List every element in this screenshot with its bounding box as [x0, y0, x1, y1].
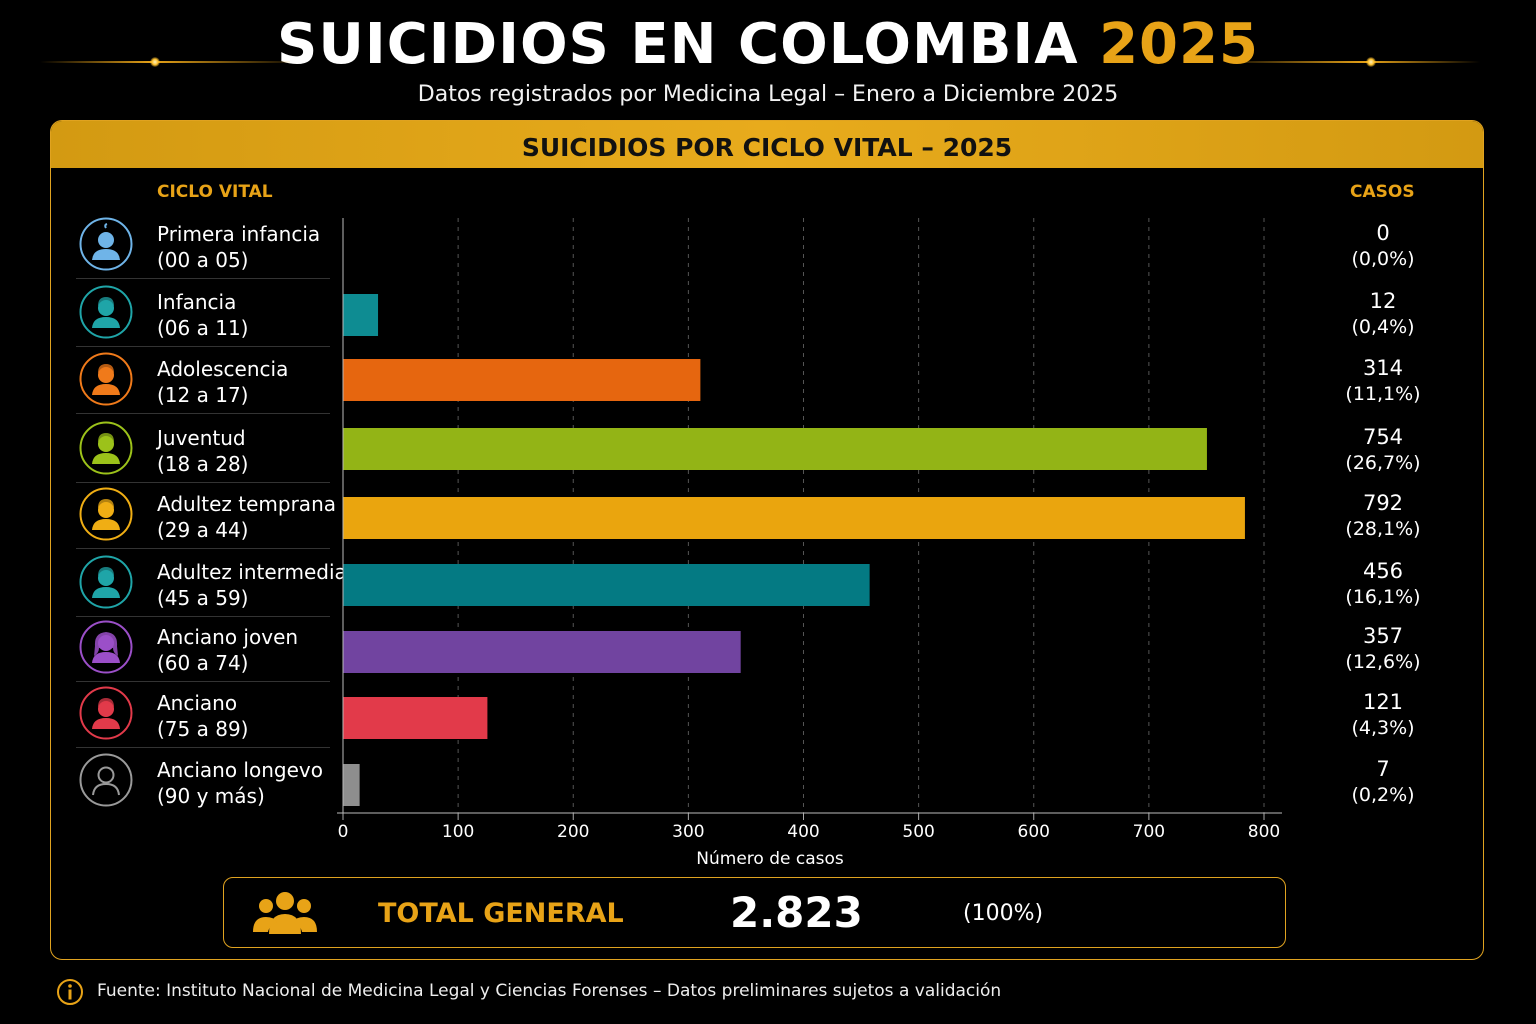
row-case-count: 7 — [1376, 757, 1390, 781]
row-age-range: (00 a 05) — [157, 248, 249, 272]
total-percentage: (100%) — [963, 901, 1044, 926]
young-adult-icon — [79, 421, 133, 475]
decorative-line-left — [40, 61, 290, 63]
row-case-percentage: (26,7%) — [1345, 452, 1421, 474]
row-label: Anciano joven — [157, 625, 299, 649]
group-people-icon — [253, 892, 317, 934]
row-divider — [76, 482, 330, 483]
x-tick-label: 100 — [442, 822, 474, 842]
bar-7 — [343, 631, 741, 673]
total-box — [223, 877, 1286, 948]
row-case-percentage: (12,6%) — [1345, 651, 1421, 673]
x-tick-label: 400 — [787, 822, 819, 842]
row-age-range: (60 a 74) — [157, 651, 249, 675]
row-divider — [76, 278, 330, 279]
baby-icon — [79, 217, 133, 271]
row-case-count: 357 — [1362, 624, 1404, 648]
row-divider — [76, 616, 330, 617]
title-year: 2025 — [1099, 12, 1259, 77]
x-tick-label: 600 — [1018, 822, 1050, 842]
total-value: 2.823 — [730, 888, 863, 937]
panel-title: SUICIDIOS POR CICLO VITAL – 2025 — [51, 121, 1483, 168]
row-age-range: (12 a 17) — [157, 383, 249, 407]
bar-3 — [343, 359, 701, 401]
oldest-icon — [79, 753, 133, 807]
x-tick-label: 800 — [1248, 822, 1280, 842]
column-header-ciclo-vital: CICLO VITAL — [157, 182, 273, 202]
x-tick-label: 700 — [1133, 822, 1165, 842]
row-case-count: 754 — [1362, 425, 1404, 449]
x-tick-label: 0 — [338, 822, 349, 842]
page-title: SUICIDIOS EN COLOMBIA 2025 — [0, 10, 1536, 80]
row-divider — [76, 747, 330, 748]
row-label: Juventud — [157, 426, 246, 450]
column-header-casos: CASOS — [1350, 182, 1415, 202]
row-divider — [76, 413, 330, 414]
row-age-range: (75 a 89) — [157, 717, 249, 741]
decorative-spark-left — [150, 57, 160, 67]
woman-icon — [79, 620, 133, 674]
row-case-count: 314 — [1362, 356, 1404, 380]
row-age-range: (90 y más) — [157, 784, 265, 808]
decorative-spark-right — [1366, 57, 1376, 67]
row-case-percentage: (4,3%) — [1351, 717, 1415, 739]
row-age-range: (45 a 59) — [157, 586, 249, 610]
row-case-percentage: (11,1%) — [1345, 383, 1421, 405]
row-label: Anciano longevo — [157, 758, 323, 782]
x-axis-label: Número de casos — [696, 849, 844, 869]
row-age-range: (18 a 28) — [157, 452, 249, 476]
adult-icon — [79, 487, 133, 541]
row-case-percentage: (28,1%) — [1345, 518, 1421, 540]
row-label: Primera infancia — [157, 222, 321, 246]
row-age-range: (06 a 11) — [157, 316, 249, 340]
bar-9 — [343, 764, 360, 806]
elder-icon — [79, 686, 133, 740]
bar-5 — [343, 497, 1245, 539]
row-divider — [76, 346, 330, 347]
row-case-count: 792 — [1362, 491, 1404, 515]
row-case-percentage: (16,1%) — [1345, 586, 1421, 608]
x-tick-label: 300 — [672, 822, 704, 842]
row-label: Adultez intermedia — [157, 560, 347, 584]
row-divider — [76, 681, 330, 682]
row-label: Infancia — [157, 290, 237, 314]
source-note: Fuente: Instituto Nacional de Medicina L… — [97, 981, 1002, 1001]
row-case-count: 456 — [1362, 559, 1404, 583]
teen-icon — [79, 352, 133, 406]
bar-6 — [343, 564, 870, 606]
row-case-count: 121 — [1362, 690, 1404, 714]
bar-4 — [343, 428, 1207, 470]
middle-age-icon — [79, 555, 133, 609]
chart-panel: SUICIDIOS POR CICLO VITAL – 2025 — [50, 120, 1484, 960]
total-label: TOTAL GENERAL — [378, 898, 624, 929]
x-tick-label: 200 — [557, 822, 589, 842]
row-case-percentage: (0,0%) — [1351, 248, 1415, 270]
row-case-count: 0 — [1376, 221, 1390, 245]
info-icon — [57, 979, 83, 1005]
row-divider — [76, 548, 330, 549]
bar-8 — [343, 697, 488, 739]
title-main: SUICIDIOS EN COLOMBIA — [277, 12, 1079, 77]
bar-chart: 0 100 200 300 400 500 600 700 800 Número de casos — [337, 218, 1282, 869]
subtitle: Datos registrados por Medicina Legal – E… — [417, 82, 1119, 107]
bar-2 — [343, 294, 379, 336]
row-case-percentage: (0,4%) — [1351, 316, 1415, 338]
row-label: Adultez temprana — [157, 492, 336, 516]
child-icon — [79, 285, 133, 339]
row-case-count: 12 — [1369, 289, 1397, 313]
x-tick-label: 500 — [902, 822, 934, 842]
row-age-range: (29 a 44) — [157, 518, 249, 542]
row-case-percentage: (0,2%) — [1351, 784, 1415, 806]
row-label: Adolescencia — [157, 357, 289, 381]
row-label: Anciano — [157, 691, 238, 715]
decorative-line-right — [1230, 61, 1480, 63]
